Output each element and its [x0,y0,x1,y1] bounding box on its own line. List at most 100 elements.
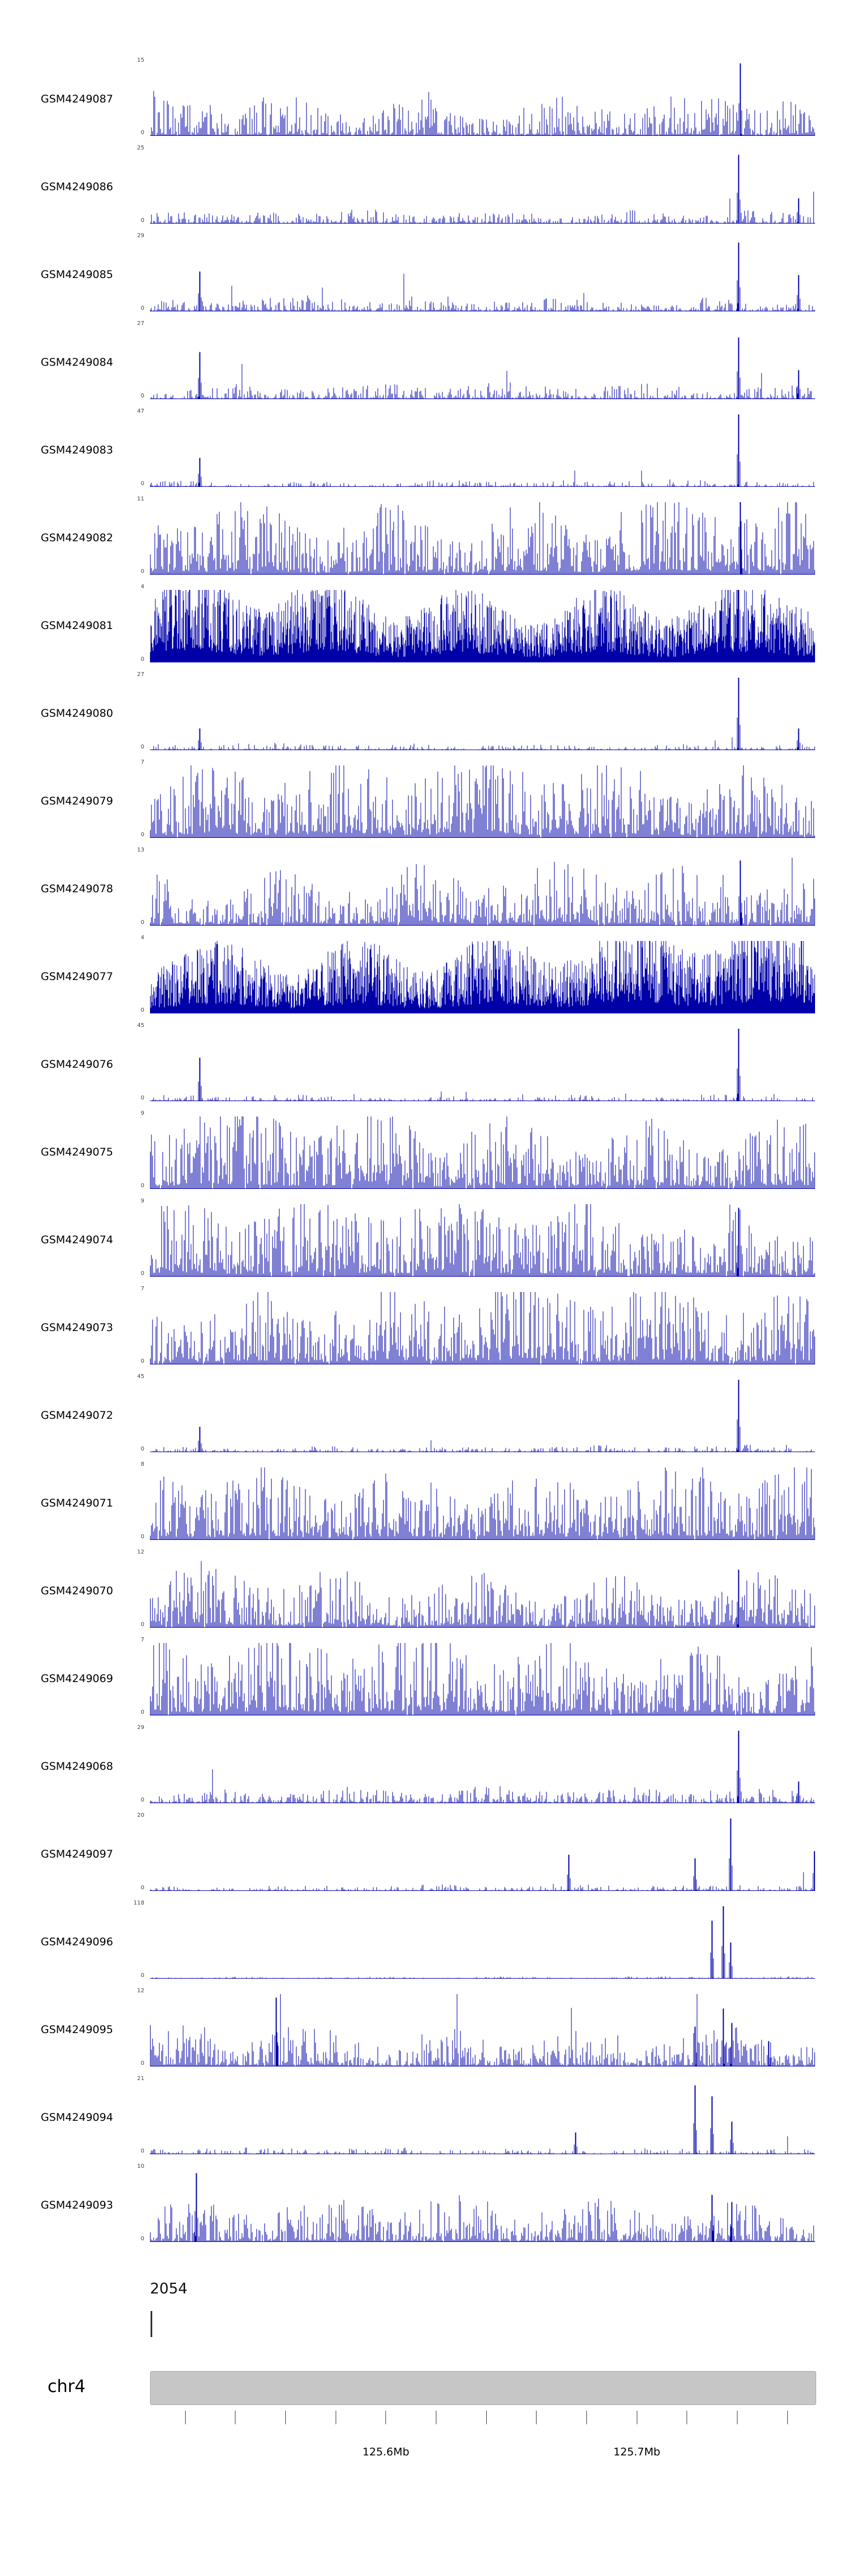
track-label: GSM4249087 [41,93,113,105]
chromosome-ideogram [150,2371,816,2405]
track-yaxis-min: 0 [140,1709,144,1715]
track-yaxis-max: 27 [137,671,144,678]
track-yaxis-max: 11 [137,496,144,502]
track-signal-plot [150,1994,815,2066]
track-yaxis-min: 0 [140,1270,144,1277]
track-signal-plot [150,502,815,575]
track-yaxis-max: 21 [137,2076,144,2082]
track-row: GSM4249083 47 0 [0,408,849,487]
track-label: GSM4249084 [41,356,113,369]
track-label: GSM4249094 [41,2111,113,2124]
track-yaxis-min: 0 [140,744,144,750]
track-row: GSM4249075 9 0 [0,1110,849,1189]
track-yaxis-max: 7 [140,1286,144,1292]
track-label: GSM4249075 [41,1146,113,1158]
track-yaxis-max: 12 [137,1988,144,1994]
track-row: GSM4249082 11 0 [0,496,849,575]
track-signal-plot [150,2170,815,2242]
track-yaxis-min: 0 [140,481,144,487]
track-yaxis-max: 45 [137,1022,144,1029]
ruler-tick [285,2411,286,2424]
track-yaxis-max: 15 [137,57,144,63]
track-yaxis-min: 0 [140,1534,144,1540]
track-signal-plot [150,151,815,224]
track-signal-plot [150,1906,815,1979]
track-yaxis-max: 8 [140,1461,144,1467]
track-label: GSM4249083 [41,444,113,456]
track-signal-plot [150,1029,815,1101]
track-yaxis-min: 0 [140,656,144,662]
track-yaxis-max: 25 [137,145,144,151]
track-row: GSM4249071 8 0 [0,1461,849,1540]
track-row: GSM4249077 4 0 [0,935,849,1013]
track-signal-plot [150,414,815,487]
track-yaxis-min: 0 [140,832,144,838]
track-yaxis-min: 0 [140,1183,144,1189]
track-yaxis-min: 0 [140,568,144,575]
track-label: GSM4249070 [41,1585,113,1597]
track-yaxis-max: 29 [137,1725,144,1731]
track-signal-plot [150,1555,815,1628]
track-yaxis-min: 0 [140,919,144,926]
track-yaxis-max: 4 [140,584,144,590]
track-label: GSM4249096 [41,1936,113,1948]
track-yaxis-max: 7 [140,1637,144,1643]
track-yaxis-min: 0 [140,1885,144,1891]
ruler-tick [536,2411,537,2424]
track-yaxis-min: 0 [140,1972,144,1979]
track-row: GSM4249086 25 0 [0,145,849,224]
track-yaxis-max: 29 [137,233,144,239]
track-yaxis-max: 45 [137,1373,144,1380]
gene-annotation-section: 2054 [0,2276,849,2355]
track-yaxis-min: 0 [140,1621,144,1628]
track-signal-plot [150,590,815,662]
track-label: GSM4249072 [41,1409,113,1422]
track-yaxis-max: 7 [140,759,144,765]
track-signal-plot [150,941,815,1013]
track-yaxis-min: 0 [140,130,144,136]
ruler-coordinate-label: 125.7Mb [613,2446,661,2458]
track-label: GSM4249095 [41,2023,113,2036]
track-yaxis-max: 4 [140,935,144,941]
track-signal-plot [150,853,815,926]
ruler-tick [586,2411,587,2424]
track-signal-plot [150,678,815,750]
track-signal-plot [150,1731,815,1803]
track-yaxis-min: 0 [140,305,144,311]
track-row: GSM4249093 10 0 [0,2163,849,2242]
track-yaxis-max: 9 [140,1110,144,1116]
track-row: GSM4249079 7 0 [0,759,849,838]
track-yaxis-min: 0 [140,1095,144,1101]
track-label: GSM4249073 [41,1321,113,1334]
ruler-tick [385,2411,387,2424]
track-label: GSM4249071 [41,1497,113,1509]
track-signal-plot [150,327,815,399]
track-label: GSM4249086 [41,181,113,193]
track-yaxis-max: 27 [137,320,144,327]
track-label: GSM4249081 [41,619,113,632]
track-signal-plot [150,1818,815,1891]
track-row: GSM4249097 20 0 [0,1812,849,1891]
track-signal-plot [150,2082,815,2154]
track-row: GSM4249073 7 0 [0,1286,849,1364]
track-row: GSM4249087 15 0 [0,57,849,136]
ruler-tick [787,2411,788,2424]
track-yaxis-max: 9 [140,1198,144,1204]
track-signal-plot [150,1467,815,1540]
ruler-tick [486,2411,487,2424]
track-yaxis-max: 47 [137,408,144,414]
ruler-tick [185,2411,186,2424]
track-signal-plot [150,1643,815,1715]
track-label: GSM4249082 [41,532,113,544]
track-signal-plot [150,1292,815,1364]
chromosome-label: chr4 [48,2377,85,2397]
track-yaxis-min: 0 [140,2148,144,2154]
track-yaxis-max: 10 [137,2163,144,2170]
track-row: GSM4249074 9 0 [0,1198,849,1277]
track-row: GSM4249076 45 0 [0,1022,849,1101]
track-yaxis-min: 0 [140,1446,144,1452]
track-signal-plot [150,239,815,311]
track-signal-plot [150,1380,815,1452]
track-signal-plot [150,765,815,838]
